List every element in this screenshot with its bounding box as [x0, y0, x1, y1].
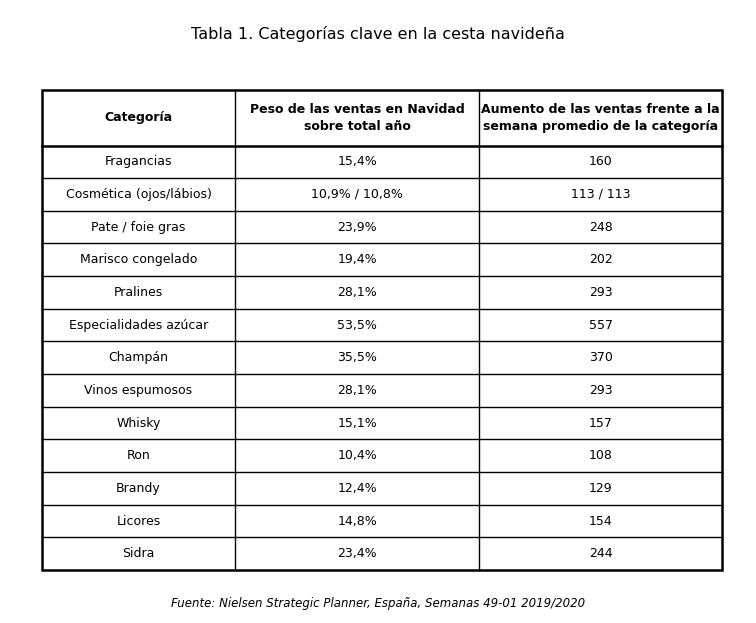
Text: Pralines: Pralines — [114, 286, 163, 299]
Text: 23,4%: 23,4% — [337, 547, 377, 560]
Text: Marisco congelado: Marisco congelado — [80, 254, 197, 266]
Text: 293: 293 — [589, 286, 612, 299]
Text: 19,4%: 19,4% — [337, 254, 377, 266]
Text: 10,4%: 10,4% — [337, 449, 377, 462]
Text: 12,4%: 12,4% — [337, 482, 377, 495]
Text: Categoría: Categoría — [104, 112, 172, 125]
Text: 244: 244 — [589, 547, 612, 560]
Text: 10,9% / 10,8%: 10,9% / 10,8% — [311, 188, 403, 201]
Text: Whisky: Whisky — [116, 417, 161, 430]
Text: Cosmética (ojos/lábios): Cosmética (ojos/lábios) — [66, 188, 212, 201]
Text: Fragancias: Fragancias — [105, 155, 172, 168]
Text: 108: 108 — [589, 449, 612, 462]
Text: 293: 293 — [589, 384, 612, 397]
Text: 154: 154 — [589, 515, 612, 528]
Text: 248: 248 — [589, 221, 612, 234]
Text: 370: 370 — [589, 351, 612, 364]
Text: 23,9%: 23,9% — [337, 221, 377, 234]
Text: 157: 157 — [589, 417, 612, 430]
Text: 113 / 113: 113 / 113 — [571, 188, 631, 201]
Text: 557: 557 — [588, 318, 612, 331]
Bar — [42, 90, 722, 570]
Text: Tabla 1. Categorías clave en la cesta navideña: Tabla 1. Categorías clave en la cesta na… — [191, 26, 565, 42]
Text: Champán: Champán — [109, 351, 169, 364]
Text: Licores: Licores — [116, 515, 161, 528]
Text: 14,8%: 14,8% — [337, 515, 377, 528]
Text: 129: 129 — [589, 482, 612, 495]
Text: 28,1%: 28,1% — [337, 286, 377, 299]
Text: 35,5%: 35,5% — [337, 351, 377, 364]
Text: Peso de las ventas en Navidad
sobre total año: Peso de las ventas en Navidad sobre tota… — [250, 103, 465, 133]
Text: 202: 202 — [589, 254, 612, 266]
Text: 15,1%: 15,1% — [337, 417, 377, 430]
Text: Especialidades azúcar: Especialidades azúcar — [69, 318, 208, 331]
Text: 28,1%: 28,1% — [337, 384, 377, 397]
Text: 15,4%: 15,4% — [337, 155, 377, 168]
Text: Pate / foie gras: Pate / foie gras — [91, 221, 186, 234]
Text: Aumento de las ventas frente a la
semana promedio de la categoría: Aumento de las ventas frente a la semana… — [482, 103, 720, 133]
Text: 53,5%: 53,5% — [337, 318, 377, 331]
Text: Brandy: Brandy — [116, 482, 161, 495]
Text: Ron: Ron — [127, 449, 150, 462]
Text: Sidra: Sidra — [122, 547, 155, 560]
Text: Fuente: Nielsen Strategic Planner, España, Semanas 49-01 2019/2020: Fuente: Nielsen Strategic Planner, Españ… — [171, 597, 585, 609]
Text: 160: 160 — [589, 155, 612, 168]
Text: Vinos espumosos: Vinos espumosos — [85, 384, 193, 397]
